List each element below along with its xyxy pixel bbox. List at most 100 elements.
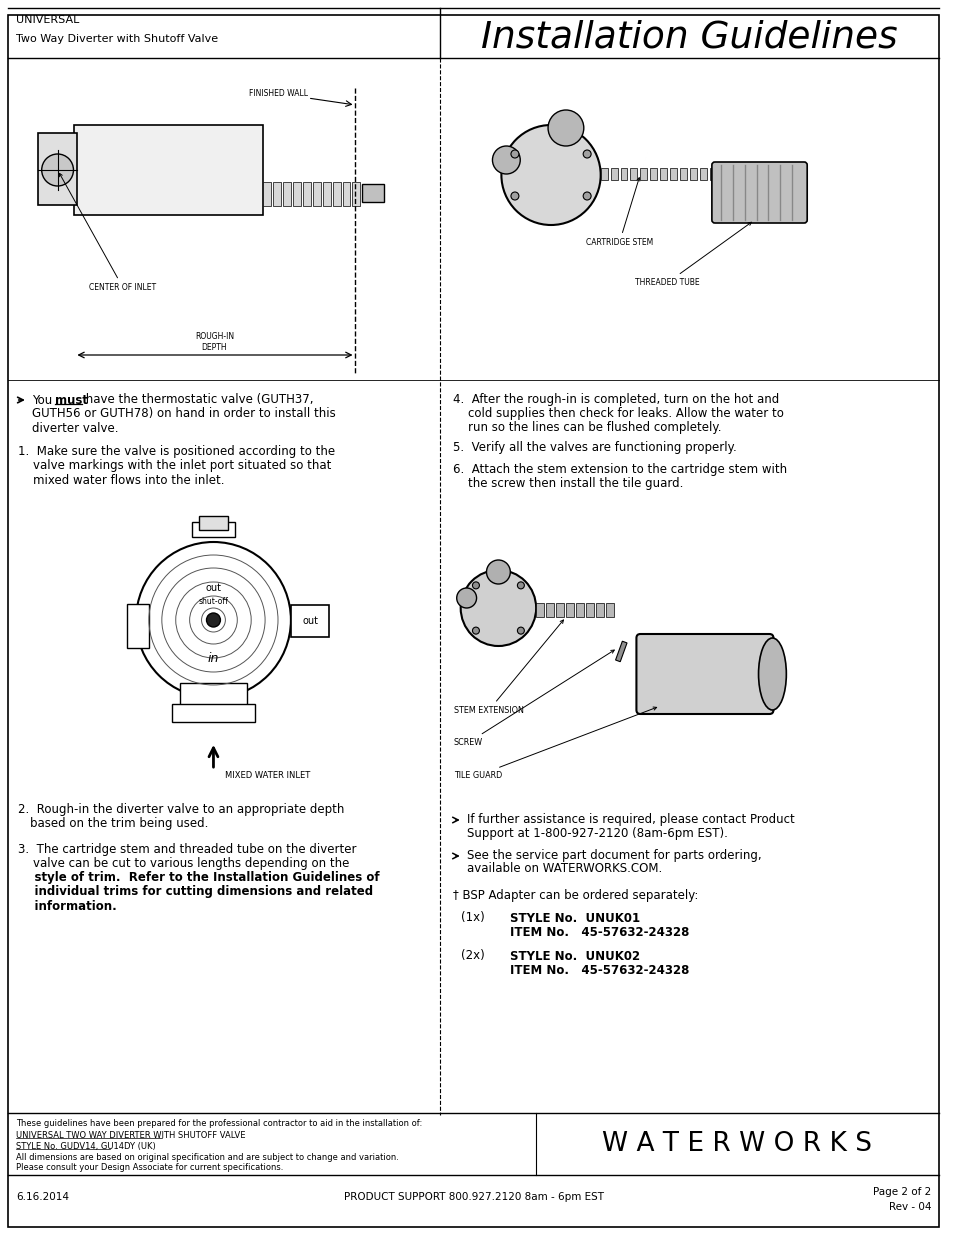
- Circle shape: [517, 582, 524, 589]
- Bar: [600, 168, 607, 180]
- Bar: [576, 603, 583, 618]
- Circle shape: [472, 627, 479, 634]
- Text: If further assistance is required, please contact Product: If further assistance is required, pleas…: [466, 814, 794, 826]
- Bar: [556, 603, 563, 618]
- Text: in: in: [208, 652, 219, 664]
- Bar: [352, 182, 360, 206]
- Text: have the thermostatic valve (GUTH37,: have the thermostatic valve (GUTH37,: [82, 394, 314, 406]
- Bar: [536, 603, 543, 618]
- Ellipse shape: [758, 638, 785, 710]
- Bar: [322, 182, 331, 206]
- Text: STYLE No.  UNUK02: STYLE No. UNUK02: [510, 950, 639, 962]
- Bar: [619, 168, 627, 180]
- Text: These guidelines have been prepared for the professional contractor to aid in th: These guidelines have been prepared for …: [16, 1119, 421, 1129]
- Circle shape: [472, 582, 479, 589]
- Text: 6.  Attach the stem extension to the cartridge stem with: 6. Attach the stem extension to the cart…: [453, 462, 786, 475]
- Bar: [198, 516, 228, 530]
- Bar: [709, 168, 716, 180]
- Bar: [639, 168, 647, 180]
- Text: 3.  The cartridge stem and threaded tube on the diverter: 3. The cartridge stem and threaded tube …: [18, 844, 356, 857]
- Text: information.: information.: [18, 899, 116, 913]
- Bar: [605, 603, 613, 618]
- Bar: [38, 133, 77, 205]
- Text: 2.  Rough-in the diverter valve to an appropriate depth: 2. Rough-in the diverter valve to an app…: [18, 804, 344, 816]
- Text: valve can be cut to various lengths depending on the: valve can be cut to various lengths depe…: [18, 857, 349, 871]
- Text: CENTER OF INLET: CENTER OF INLET: [59, 173, 156, 291]
- Circle shape: [582, 149, 591, 158]
- Text: out: out: [302, 616, 318, 626]
- Text: Installation Guidelines: Installation Guidelines: [480, 20, 897, 56]
- Text: 4.  After the rough-in is completed, turn on the hot and: 4. After the rough-in is completed, turn…: [453, 394, 779, 406]
- Text: shut-off: shut-off: [198, 597, 228, 605]
- FancyBboxPatch shape: [636, 634, 773, 714]
- Bar: [192, 522, 235, 537]
- Text: 5.  Verify all the valves are functioning properly.: 5. Verify all the valves are functioning…: [453, 441, 736, 453]
- Text: MIXED WATER INLET: MIXED WATER INLET: [225, 771, 311, 779]
- FancyBboxPatch shape: [711, 162, 806, 224]
- Text: CARTRIDGE STEM: CARTRIDGE STEM: [585, 178, 653, 247]
- Circle shape: [547, 110, 583, 146]
- Text: ITEM No.   45-57632-24328: ITEM No. 45-57632-24328: [510, 965, 689, 977]
- Bar: [291, 605, 328, 637]
- Bar: [293, 182, 300, 206]
- Text: See the service part document for parts ordering,: See the service part document for parts …: [466, 850, 760, 862]
- Bar: [679, 168, 686, 180]
- Bar: [74, 125, 263, 215]
- Text: 6.16.2014: 6.16.2014: [16, 1192, 69, 1202]
- Bar: [615, 641, 626, 662]
- Bar: [595, 603, 603, 618]
- Text: PRODUCT SUPPORT 800.927.2120 8am - 6pm EST: PRODUCT SUPPORT 800.927.2120 8am - 6pm E…: [343, 1192, 603, 1202]
- Text: individual trims for cutting dimensions and related: individual trims for cutting dimensions …: [18, 885, 373, 899]
- Text: Rev - 04: Rev - 04: [888, 1202, 930, 1212]
- Text: GUTH56 or GUTH78) on hand in order to install this: GUTH56 or GUTH78) on hand in order to in…: [31, 408, 335, 420]
- Text: All dimensions are based on original specification and are subject to change and: All dimensions are based on original spe…: [16, 1152, 398, 1161]
- Circle shape: [492, 146, 519, 174]
- Text: diverter valve.: diverter valve.: [31, 421, 118, 435]
- Text: Please consult your Design Associate for current specifications.: Please consult your Design Associate for…: [16, 1163, 283, 1172]
- Text: SCREW: SCREW: [454, 650, 614, 747]
- Text: Page 2 of 2: Page 2 of 2: [872, 1187, 930, 1197]
- Text: mixed water flows into the inlet.: mixed water flows into the inlet.: [18, 473, 224, 487]
- Text: Support at 1-800-927-2120 (8am-6pm EST).: Support at 1-800-927-2120 (8am-6pm EST).: [466, 826, 727, 840]
- Text: the screw then install the tile guard.: the screw then install the tile guard.: [453, 477, 682, 489]
- Bar: [650, 168, 657, 180]
- Text: STEM EXTENSION: STEM EXTENSION: [454, 620, 563, 715]
- Circle shape: [206, 613, 220, 627]
- Circle shape: [42, 154, 73, 186]
- Bar: [585, 603, 593, 618]
- Text: out: out: [205, 583, 221, 593]
- Bar: [179, 683, 247, 705]
- Bar: [565, 603, 574, 618]
- Bar: [610, 168, 617, 180]
- Text: TILE GUARD: TILE GUARD: [454, 706, 656, 781]
- Circle shape: [501, 125, 600, 225]
- Bar: [273, 182, 281, 206]
- Bar: [689, 168, 697, 180]
- Bar: [127, 604, 149, 648]
- Text: run so the lines can be flushed completely.: run so the lines can be flushed complete…: [453, 421, 720, 435]
- Text: UNIVERSAL TWO WAY DIVERTER WITH SHUTOFF VALVE: UNIVERSAL TWO WAY DIVERTER WITH SHUTOFF …: [16, 1130, 245, 1140]
- Text: THREADED TUBE: THREADED TUBE: [635, 222, 751, 287]
- Bar: [630, 168, 637, 180]
- Text: (1x): (1x): [460, 911, 484, 925]
- Bar: [313, 182, 320, 206]
- Text: You: You: [31, 394, 55, 406]
- Text: † BSP Adapter can be ordered separately:: † BSP Adapter can be ordered separately:: [453, 888, 698, 902]
- Text: FINISHED WALL: FINISHED WALL: [249, 89, 308, 99]
- Bar: [283, 182, 291, 206]
- Text: ROUGH-IN
DEPTH: ROUGH-IN DEPTH: [194, 332, 233, 352]
- Bar: [263, 182, 271, 206]
- Circle shape: [486, 559, 510, 584]
- Text: STYLE No.  UNUK01: STYLE No. UNUK01: [510, 911, 639, 925]
- Bar: [342, 182, 350, 206]
- Text: valve markings with the inlet port situated so that: valve markings with the inlet port situa…: [18, 459, 331, 473]
- Bar: [659, 168, 666, 180]
- Circle shape: [460, 571, 536, 646]
- Bar: [545, 603, 554, 618]
- Text: style of trim.  Refer to the Installation Guidelines of: style of trim. Refer to the Installation…: [18, 872, 379, 884]
- Text: available on WATERWORKS.COM.: available on WATERWORKS.COM.: [466, 862, 661, 876]
- Text: Two Way Diverter with Shutoff Valve: Two Way Diverter with Shutoff Valve: [16, 35, 218, 44]
- Circle shape: [582, 191, 591, 200]
- Circle shape: [517, 627, 524, 634]
- Text: 1.  Make sure the valve is positioned according to the: 1. Make sure the valve is positioned acc…: [18, 446, 335, 458]
